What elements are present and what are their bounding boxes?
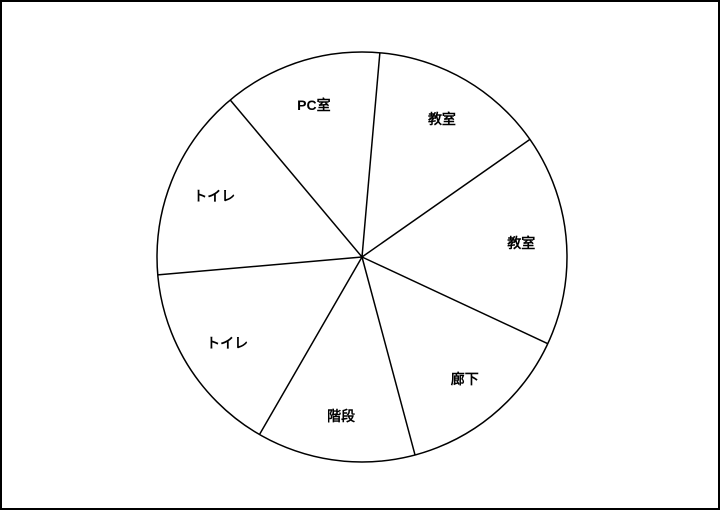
chart-frame: 教室教室廊下階段トイレトイレPC室 (0, 0, 720, 510)
pie-chart (2, 2, 720, 512)
